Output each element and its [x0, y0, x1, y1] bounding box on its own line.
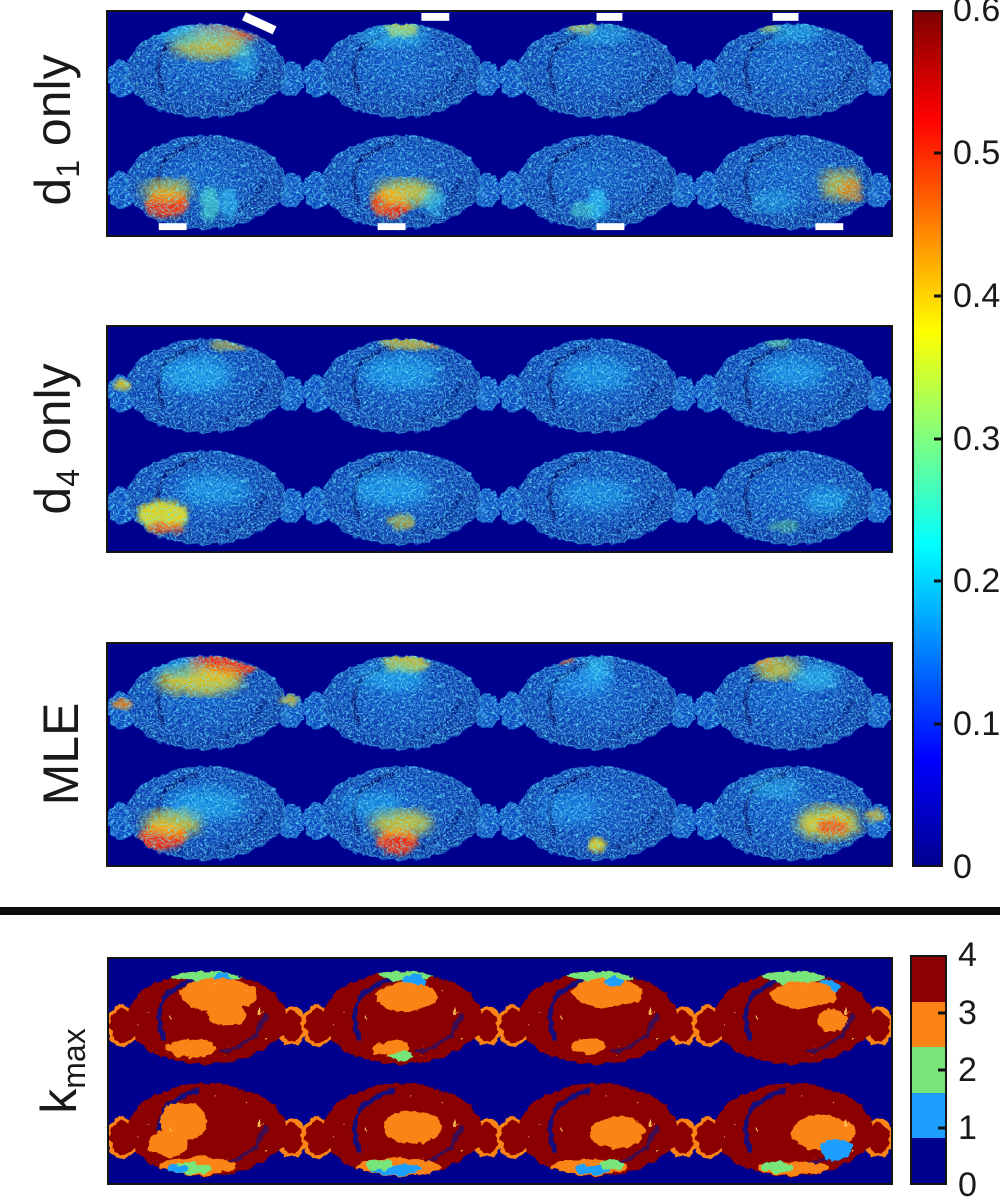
body-slice: [108, 656, 304, 750]
panel-kmax: [107, 957, 893, 1185]
panel-mle: [106, 642, 893, 867]
row-label-text: MLE: [33, 702, 90, 806]
scale-bar-mark: [596, 223, 625, 231]
colorbar-tick-label: 2: [958, 1051, 977, 1089]
colorbar-band: [912, 1137, 945, 1183]
colorbar-tick: [934, 151, 943, 155]
section-divider: [0, 907, 1000, 915]
row-label-subscript: 1: [49, 160, 86, 178]
scale-bar-mark: [242, 12, 277, 35]
colorbar-tick: [938, 1126, 947, 1129]
row-label-mle: MLE: [33, 702, 92, 806]
panel-kmax-image: [109, 959, 891, 1183]
colorbar-tick: [938, 1068, 947, 1072]
row-label-kmax: kmax: [31, 1028, 92, 1114]
colorbar-main: 0.6 0.5 0.4 0.3 0.2 0.1 0: [912, 0, 1000, 884]
colorbar-tick-label: 1: [958, 1108, 977, 1147]
row-label-text: k: [31, 1088, 88, 1114]
scale-bar-mark: [377, 223, 406, 231]
colorbar-tick: [934, 722, 943, 726]
scale-bar-mark: [596, 12, 623, 21]
colorbar-kmax: 4 3 2 1 0: [910, 938, 1000, 1197]
colorbar-tick: [934, 437, 943, 440]
row-label-text: d: [25, 486, 82, 515]
colorbar-tick-label: 0: [953, 848, 972, 886]
row-label-subscript: max: [55, 1028, 92, 1089]
colorbar-tick-label: 0.5: [953, 133, 1000, 172]
row-label-d4-only: d4 only: [25, 363, 86, 515]
scale-bar-mark: [158, 223, 187, 231]
colorbar-kmax-bands: [910, 955, 947, 1185]
panel-d1-only: [106, 10, 893, 237]
colorbar-tick: [938, 1011, 947, 1014]
panel-d1-only-image: [108, 12, 891, 235]
row-label-d1-only: d1 only: [25, 54, 86, 206]
scale-bar-mark: [421, 12, 450, 21]
colorbar-tick-label: 0.4: [953, 276, 1000, 315]
row-label-subscript: 4: [49, 469, 86, 487]
colorbar-band: [912, 1092, 945, 1138]
panel-d4-only-image: [108, 327, 891, 551]
colorbar-tick: [934, 579, 943, 583]
scale-bar-mark: [815, 223, 844, 231]
colorbar-tick-label: 4: [958, 936, 977, 974]
colorbar-band: [912, 957, 945, 1003]
colorbar-tick-label: 0: [958, 1166, 977, 1197]
colorbar-tick-label: 0.2: [953, 562, 1000, 601]
row-label-text: only: [25, 363, 82, 470]
row-label-text: only: [25, 54, 82, 161]
row-label-text: d: [25, 177, 82, 206]
colorbar-tick-label: 0.1: [953, 705, 1000, 744]
colorbar-tick: [934, 294, 943, 298]
colorbar-band: [912, 1002, 945, 1048]
scale-bar-mark: [772, 12, 799, 21]
colorbar-tick-label: 0.3: [953, 419, 1000, 458]
colorbar-tick-label: 3: [958, 993, 977, 1032]
panel-d4-only: [106, 325, 893, 553]
colorbar-tick-label: 0.6: [953, 0, 1000, 29]
panel-mle-image: [108, 644, 891, 865]
